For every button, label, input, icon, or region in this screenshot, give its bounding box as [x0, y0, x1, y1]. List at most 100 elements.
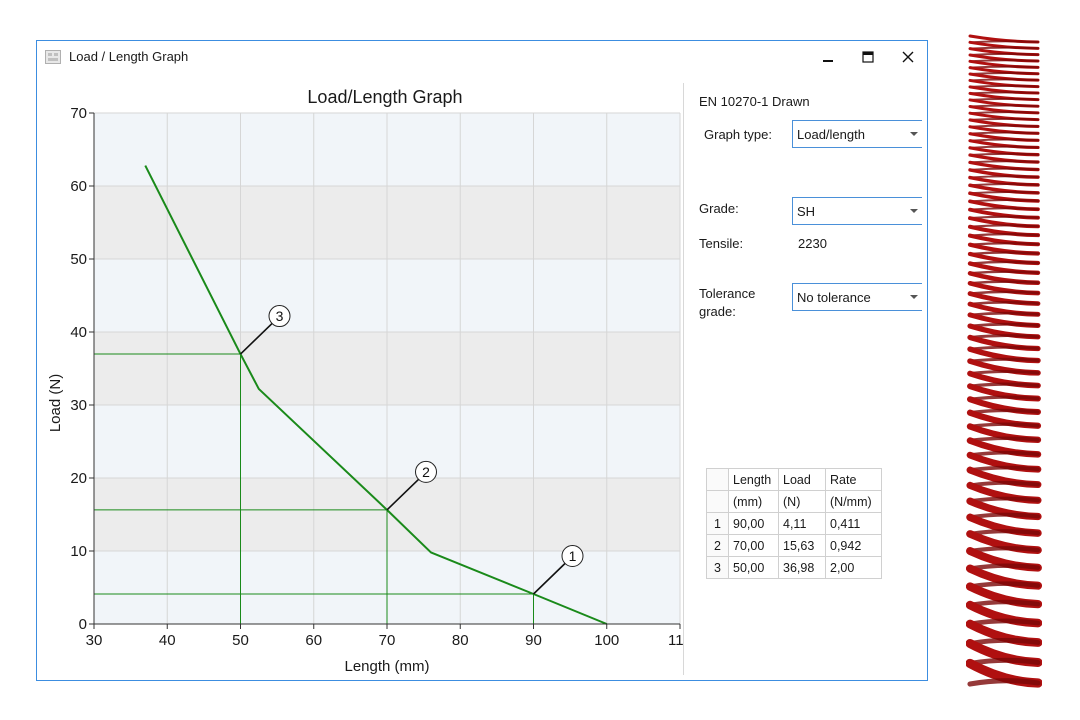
window-title: Load / Length Graph	[69, 49, 189, 64]
spring-coil-back	[968, 280, 1040, 285]
table-row[interactable]: 1 90,00 4,11 0,411	[706, 512, 882, 535]
y-tick-label: 60	[70, 178, 87, 195]
spring-coil-back	[969, 131, 1039, 135]
spring-coil-back	[968, 233, 1040, 237]
corner-cell	[706, 468, 729, 491]
spring-coil-back	[968, 422, 1040, 429]
table-row[interactable]: 2 70,00 15,63 0,942	[706, 534, 882, 557]
spring-coil-back	[968, 311, 1040, 317]
x-tick-label: 50	[232, 632, 249, 649]
x-tick-label: 30	[86, 632, 103, 649]
row-index: 3	[706, 556, 729, 579]
cell-length[interactable]: 90,00	[728, 512, 779, 535]
cell-load[interactable]: 4,11	[778, 512, 826, 535]
spring-coil-back	[968, 450, 1040, 457]
tolerance-grade-select[interactable]: No tolerance	[792, 283, 922, 311]
spring-coil-back	[967, 599, 1041, 608]
spring-coil-back	[968, 436, 1040, 443]
graph-type-select[interactable]: Load/length	[792, 120, 922, 148]
spring-coil-back	[969, 71, 1039, 76]
spring-coil-back	[967, 563, 1041, 571]
spring-coil-back	[967, 678, 1041, 687]
marker-label: 2	[422, 464, 430, 480]
unit-rate: (N/mm)	[825, 490, 882, 513]
spring-coil-back	[968, 496, 1040, 504]
spring-coil-back	[969, 78, 1039, 82]
header-load: Load	[778, 468, 826, 491]
minimize-button[interactable]	[809, 41, 847, 73]
x-tick-label: 110	[668, 632, 683, 649]
cell-rate[interactable]: 2,00	[825, 556, 882, 579]
spring-coil-back	[969, 160, 1039, 164]
spring-coil-back	[969, 138, 1039, 142]
spring-coil-back	[967, 637, 1041, 646]
spring-coil-back	[969, 91, 1039, 95]
standard-label: EN 10270-1 Drawn	[699, 94, 810, 109]
y-tick-label: 50	[70, 251, 87, 268]
spring-coil-back	[969, 84, 1039, 88]
spring-coil-back	[968, 224, 1040, 228]
window-client: 123 30405060708090100110010203040506070 …	[37, 73, 927, 680]
marker-leader	[532, 562, 567, 595]
cell-rate[interactable]: 0,411	[825, 512, 882, 535]
chevron-down-icon	[910, 295, 918, 299]
tolerance-label-line1: Tolerance	[699, 286, 756, 301]
spring-coil-back	[968, 242, 1040, 246]
spring-coil-back	[968, 301, 1040, 306]
marker-circle	[415, 460, 437, 483]
spring-coil-back	[969, 97, 1039, 101]
x-tick-label: 70	[379, 632, 396, 649]
y-tick-label: 0	[79, 616, 87, 633]
chevron-down-icon	[910, 132, 918, 136]
grade-label: Grade:	[699, 201, 739, 216]
tolerance-label-line2: grade:	[699, 304, 736, 319]
graph-type-label: Graph type:	[704, 127, 772, 142]
spring-coil-back	[968, 322, 1040, 328]
row-index: 2	[706, 534, 729, 557]
cell-length[interactable]: 50,00	[728, 556, 779, 579]
x-tick-label: 100	[594, 632, 619, 649]
spring-coil-back	[969, 175, 1039, 179]
close-icon	[902, 51, 914, 63]
unit-load: (N)	[778, 490, 826, 513]
spring-coil-back	[969, 183, 1039, 187]
minimize-icon	[823, 60, 833, 62]
spring-coil-back	[968, 369, 1040, 376]
cell-load[interactable]: 15,63	[778, 534, 826, 557]
spring-coil-back	[968, 251, 1040, 256]
spring-coil-back	[967, 546, 1041, 554]
spring-coil-back	[968, 260, 1040, 265]
grade-select[interactable]: SH	[792, 197, 922, 225]
header-length: Length	[728, 468, 779, 491]
cell-length[interactable]: 70,00	[728, 534, 779, 557]
panel-divider	[683, 83, 684, 675]
spring-coil-back	[968, 207, 1040, 211]
grade-value: SH	[797, 204, 816, 219]
spring-image	[966, 34, 1042, 688]
title-bar[interactable]: Load / Length Graph	[37, 41, 927, 73]
tensile-label: Tensile:	[699, 236, 744, 251]
table-row[interactable]: 3 50,00 36,98 2,00	[706, 556, 882, 579]
maximize-button[interactable]	[849, 41, 887, 73]
close-button[interactable]	[889, 41, 927, 73]
marker-leader	[386, 478, 420, 511]
spring-coil-back	[969, 167, 1039, 171]
spring-coil-back	[969, 152, 1039, 157]
y-tick-label: 30	[70, 397, 87, 414]
spring-coil-back	[967, 581, 1041, 589]
units-row-header	[706, 490, 729, 513]
marker-leader	[239, 322, 274, 355]
cell-rate[interactable]: 0,942	[825, 534, 882, 557]
spring-coil-back	[969, 59, 1039, 63]
spring-coil-back	[968, 215, 1040, 220]
spring-coil-back	[968, 382, 1040, 388]
cell-load[interactable]: 36,98	[778, 556, 826, 579]
spring-coil-back	[968, 290, 1040, 295]
app-icon	[45, 50, 61, 64]
row-index: 1	[706, 512, 729, 535]
spring-coil-back	[969, 46, 1039, 50]
y-tick-label: 20	[70, 470, 87, 487]
results-table: Length Load Rate (mm) (N) (N/mm) 1 90,00…	[706, 468, 882, 579]
spring-coil-back	[969, 65, 1039, 69]
